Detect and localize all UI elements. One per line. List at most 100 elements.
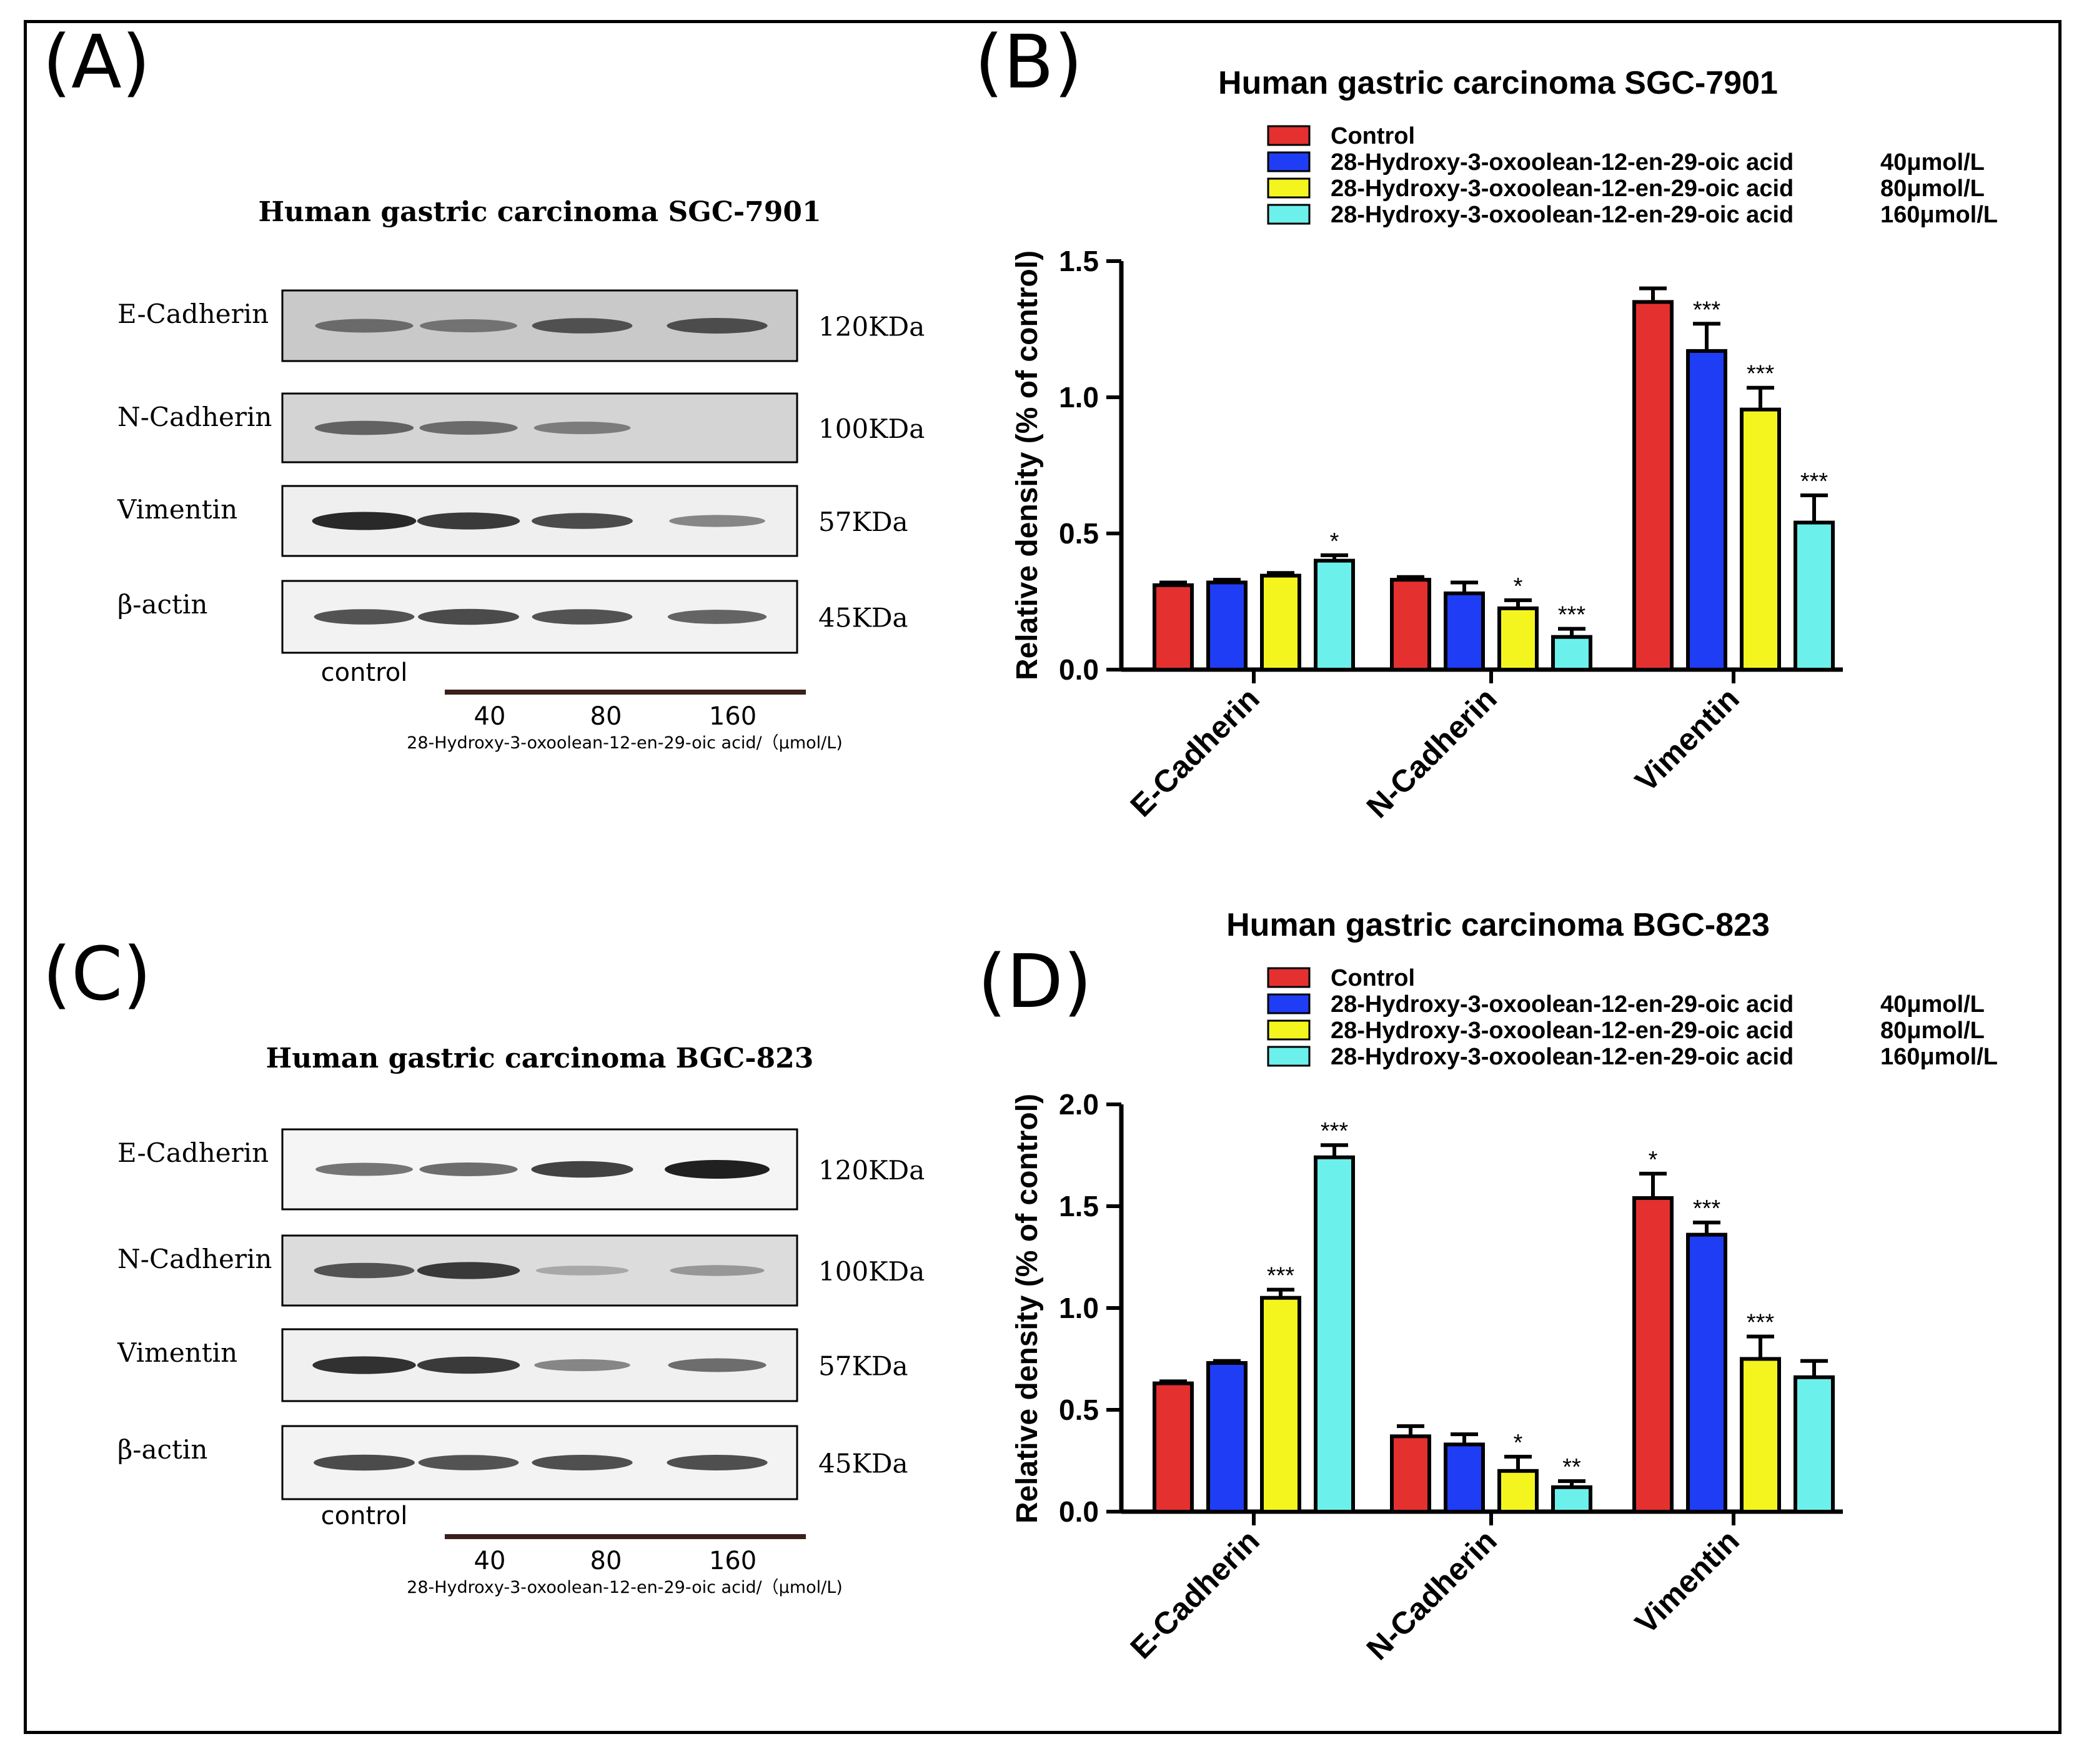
- legend-label: 28-Hydroxy-3-oxoolean-12-en-29-oic acid: [1331, 202, 1794, 228]
- bar: [1632, 300, 1674, 671]
- significance-mark: ***: [1747, 1310, 1775, 1336]
- legend-dose: 80μmol/L: [1880, 1018, 1985, 1044]
- significance-mark: ***: [1693, 1196, 1721, 1222]
- blot-band: [417, 1356, 520, 1374]
- blot-band: [420, 319, 517, 332]
- blot-band: [419, 1162, 518, 1176]
- y-tick-label: 0.5: [1059, 1394, 1099, 1426]
- significance-mark: *: [1649, 1147, 1658, 1173]
- dose-label: 80: [590, 702, 622, 731]
- legend-label: Control: [1331, 965, 1415, 991]
- significance-mark: ***: [1800, 468, 1828, 495]
- category-label: N-Cadherin: [1360, 1523, 1504, 1667]
- bar: [1551, 1485, 1592, 1514]
- legend-swatch: [1267, 125, 1311, 146]
- bar: [1740, 407, 1781, 671]
- blot-band: [669, 515, 765, 527]
- legend-dose: 40μmol/L: [1880, 149, 1985, 176]
- dose-label: 80: [590, 1547, 622, 1575]
- bar: [1740, 1357, 1781, 1514]
- blot-band: [535, 1266, 629, 1276]
- y-tick-label: 1.0: [1059, 381, 1099, 414]
- bar-chart-sgc7901: Human gastric carcinoma SGC-7901Control2…: [1011, 65, 1998, 825]
- chart-title: Human gastric carcinoma SGC-7901: [1218, 65, 1778, 101]
- blot-band: [417, 512, 520, 530]
- kda-label: 120KDa: [818, 1155, 925, 1186]
- blot-band: [314, 1454, 415, 1471]
- bar: [1153, 1381, 1194, 1514]
- blot-band: [315, 1162, 413, 1176]
- blot-band: [667, 318, 768, 334]
- blot-band: [314, 609, 415, 625]
- bar: [1314, 1155, 1355, 1514]
- legend-swatch: [1267, 1046, 1311, 1067]
- legend-swatch: [1267, 177, 1311, 199]
- bar: [1686, 1232, 1727, 1514]
- bar: [1497, 606, 1539, 672]
- kda-label: 120KDa: [818, 312, 925, 342]
- blot-band: [418, 1455, 519, 1470]
- significance-mark: **: [1562, 1454, 1581, 1480]
- protein-label: β-actin: [117, 1434, 207, 1465]
- legend-swatch: [1267, 1019, 1311, 1041]
- dose-label: 160: [709, 702, 757, 731]
- blot-band: [417, 1262, 520, 1279]
- y-tick-label: 2.0: [1059, 1088, 1099, 1121]
- blot-band: [532, 513, 633, 529]
- significance-mark: *: [1514, 573, 1523, 600]
- protein-label: Vimentin: [117, 1337, 237, 1368]
- bar: [1260, 573, 1301, 672]
- bar: [1632, 1196, 1674, 1514]
- legend-label: 28-Hydroxy-3-oxoolean-12-en-29-oic acid: [1331, 1044, 1794, 1070]
- legend-swatch: [1267, 967, 1311, 988]
- kda-label: 45KDa: [818, 1449, 908, 1479]
- significance-mark: ***: [1693, 297, 1721, 323]
- western-blot-bgc823: Human gastric carcinoma BGC-823 E-Cadheri…: [117, 1043, 925, 1597]
- bar: [1390, 1434, 1431, 1514]
- control-label: control: [321, 1502, 408, 1530]
- blot-band: [667, 1455, 768, 1470]
- legend-dose: 40μmol/L: [1880, 991, 1985, 1018]
- y-tick-label: 0.0: [1059, 653, 1099, 686]
- blot-band: [665, 1160, 770, 1179]
- blot-band: [314, 1262, 415, 1279]
- blot-band: [533, 421, 631, 435]
- significance-mark: *: [1514, 1430, 1523, 1456]
- legend-swatch: [1267, 993, 1311, 1014]
- bar: [1444, 591, 1485, 671]
- bar: [1314, 558, 1355, 671]
- blot-band: [534, 1359, 630, 1372]
- kda-label: 100KDa: [818, 1256, 925, 1287]
- legend-label: 28-Hydroxy-3-oxoolean-12-en-29-oic acid: [1331, 149, 1794, 176]
- chart-title: Human gastric carcinoma BGC-823: [1226, 907, 1770, 943]
- western-blot-sgc7901: Human gastric carcinoma SGC-7901 E-Cadher…: [117, 196, 925, 753]
- bar: [1794, 520, 1835, 671]
- protein-label: N-Cadherin: [117, 1244, 272, 1274]
- panel-label-b: (B): [975, 19, 1083, 105]
- legend-label: 28-Hydroxy-3-oxoolean-12-en-29-oic acid: [1331, 1018, 1794, 1044]
- blot-band: [531, 1161, 633, 1178]
- blot-title: Human gastric carcinoma BGC-823: [266, 1043, 814, 1074]
- legend-swatch: [1267, 151, 1311, 172]
- kda-label: 57KDa: [818, 507, 908, 537]
- protein-label: N-Cadherin: [117, 402, 272, 432]
- category-label: E-Cadherin: [1124, 681, 1266, 823]
- control-label: control: [321, 658, 408, 687]
- significance-mark: ***: [1267, 1263, 1295, 1289]
- blot-band: [312, 1356, 416, 1374]
- y-axis-label: Relative density (% of control): [1011, 250, 1044, 680]
- bar: [1260, 1296, 1301, 1514]
- y-tick-label: 0.5: [1059, 517, 1099, 550]
- blot-band: [532, 1455, 633, 1470]
- blot-band: [532, 318, 633, 334]
- legend-label: 28-Hydroxy-3-oxoolean-12-en-29-oic acid: [1331, 176, 1794, 202]
- significance-mark: *: [1330, 528, 1339, 555]
- panel-label-c: (C): [42, 931, 151, 1017]
- y-tick-label: 1.0: [1059, 1292, 1099, 1324]
- y-tick-label: 0.0: [1059, 1495, 1099, 1528]
- bar: [1794, 1375, 1835, 1514]
- protein-label: E-Cadherin: [117, 299, 269, 329]
- significance-mark: ***: [1558, 602, 1586, 628]
- kda-label: 45KDa: [818, 603, 908, 633]
- blot-xlabel: 28-Hydroxy-3-oxoolean-12-en-29-oic acid/…: [407, 733, 843, 753]
